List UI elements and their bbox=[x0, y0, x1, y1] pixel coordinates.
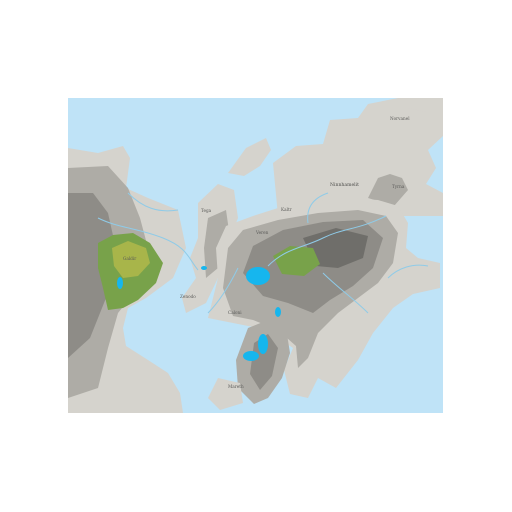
label-central-north-settlement: Kaltr bbox=[281, 207, 292, 212]
west-peninsula bbox=[182, 184, 238, 313]
northern-landmass bbox=[273, 98, 443, 216]
central-continent bbox=[208, 198, 440, 398]
label-central-settlement: Veren bbox=[255, 230, 269, 235]
western-continent bbox=[68, 146, 186, 413]
southern-peninsula bbox=[208, 320, 290, 410]
map-frame: Norvanel Ninnhamelit Tyrna Tega Kaltr Ve… bbox=[68, 98, 443, 413]
place-labels: Norvanel Ninnhamelit Tyrna Tega Kaltr Ve… bbox=[123, 116, 410, 389]
northwest-island bbox=[228, 138, 271, 176]
lakes bbox=[117, 266, 281, 361]
label-west-peninsula-settlement: Tega bbox=[201, 208, 212, 213]
label-isthmus-town: Zenodo bbox=[180, 294, 196, 299]
label-north-coast-settlement: Norvanel bbox=[390, 116, 410, 121]
label-western-forest-town: Galdir bbox=[123, 256, 136, 261]
label-eastern-settlement: Tyrna bbox=[392, 184, 405, 189]
map-canvas[interactable]: Norvanel Ninnhamelit Tyrna Tega Kaltr Ve… bbox=[68, 98, 443, 413]
rivers bbox=[97, 192, 429, 314]
label-northern-plains: Ninnhamelit bbox=[330, 182, 359, 188]
label-southern-peninsula-town: Mareth bbox=[228, 384, 244, 389]
label-southern-town: Caloni bbox=[228, 310, 242, 315]
